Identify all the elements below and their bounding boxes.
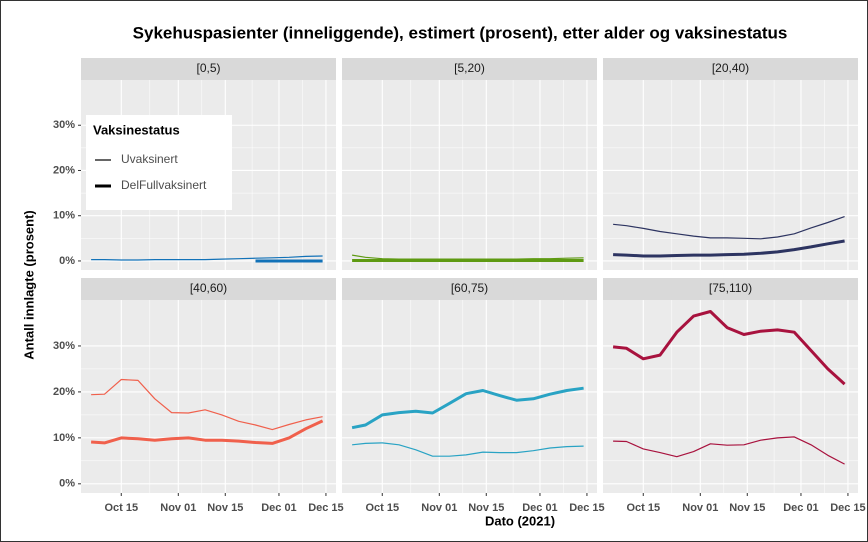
strip [342, 58, 597, 80]
strip-label: [60,75) [451, 281, 488, 295]
line [613, 436, 845, 465]
x-tick-label: Dec 01 [522, 502, 557, 514]
y-tick-label: 20% [53, 164, 75, 176]
y-tick-label: 30% [53, 340, 75, 352]
strip [81, 278, 336, 300]
strip-label: [5,20) [454, 61, 485, 75]
y-tick-label: 10% [53, 210, 75, 222]
strip-label: [0,5) [196, 61, 220, 75]
legend-box [86, 115, 232, 210]
x-tick-label: Oct 15 [104, 502, 138, 514]
line [352, 442, 584, 457]
x-tick-label: Dec 15 [308, 502, 343, 514]
legend: Vaksinestatus Uvaksinert DelFullvaksiner… [86, 115, 232, 210]
x-tick-label: Nov 15 [468, 502, 504, 514]
strip [603, 58, 858, 80]
x-tick-label: Dec 15 [569, 502, 604, 514]
line [91, 255, 323, 261]
x-tick-label: Nov 15 [207, 502, 243, 514]
y-tick-label: 0% [59, 255, 75, 267]
panel-bg [342, 300, 597, 493]
strip [603, 278, 858, 300]
line [90, 419, 324, 445]
line [613, 239, 845, 258]
strip [342, 278, 597, 300]
chart-title: Sykehuspasienter (inneliggende), estimer… [133, 23, 788, 42]
line [613, 216, 845, 240]
strip [81, 58, 336, 80]
x-axis-title: Dato (2021) [485, 513, 555, 528]
line [91, 378, 323, 431]
strip-label: [40,60) [190, 281, 227, 295]
x-tick-label: Dec 01 [783, 502, 818, 514]
x-tick-label: Nov 01 [421, 502, 457, 514]
y-axis-title: Antall innlagte (prosent) [21, 210, 36, 360]
panel-bg [603, 80, 858, 270]
y-tick-label: 0% [59, 478, 75, 490]
x-tick-label: Nov 15 [729, 502, 765, 514]
x-tick-label: Dec 15 [830, 502, 865, 514]
line [351, 386, 584, 430]
x-tick-label: Nov 01 [682, 502, 718, 514]
panel-bg [342, 80, 597, 270]
y-tick-label: 30% [53, 119, 75, 131]
line [612, 310, 846, 386]
x-tick-label: Nov 01 [160, 502, 196, 514]
x-tick-label: Oct 15 [626, 502, 660, 514]
y-tick-label: 20% [53, 386, 75, 398]
legend-title: Vaksinestatus [93, 122, 180, 137]
legend-label: DelFullvaksinert [121, 178, 207, 192]
strip-label: [75,110) [709, 281, 752, 295]
legend-label: Uvaksinert [121, 152, 178, 166]
y-tick-label: 10% [53, 432, 75, 444]
x-tick-label: Oct 15 [365, 502, 399, 514]
x-tick-label: Dec 01 [261, 502, 296, 514]
panels: [0,5) 0% 10% 20% 30% [5,20) [20,40) [40,60) 0% 10… [53, 58, 866, 514]
panel-bg [81, 300, 336, 493]
strip-label: [20,40) [712, 61, 749, 75]
